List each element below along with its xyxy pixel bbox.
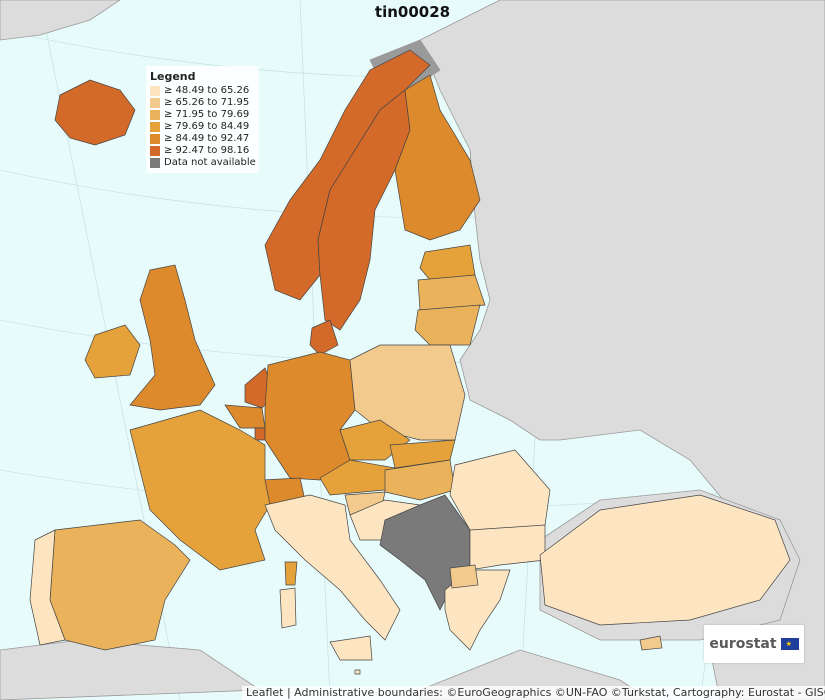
denmark-region bbox=[309, 319, 339, 356]
legend-item: ≥ 71.95 to 79.69 bbox=[150, 109, 255, 121]
hungary-region bbox=[384, 459, 456, 501]
legend-label: ≥ 92.47 to 98.16 bbox=[164, 145, 250, 156]
uk-region bbox=[129, 264, 216, 411]
attribution: Leaflet | Administrative boundaries: ©Eu… bbox=[242, 686, 825, 700]
finland-region bbox=[394, 74, 481, 241]
legend-item: Data not available bbox=[150, 157, 256, 169]
legend-swatch bbox=[150, 134, 160, 144]
legend-item: ≥ 84.49 to 92.47 bbox=[150, 133, 255, 145]
corsica-region bbox=[284, 561, 298, 586]
legend-swatch bbox=[150, 86, 160, 96]
legend-item: ≥ 65.26 to 71.95 bbox=[150, 97, 255, 109]
greenland-region bbox=[0, 0, 121, 41]
legend-swatch bbox=[150, 158, 160, 168]
legend-label: ≥ 84.49 to 92.47 bbox=[164, 133, 250, 144]
france-region bbox=[129, 409, 271, 571]
legend-label: ≥ 79.69 to 84.49 bbox=[164, 121, 250, 132]
legend-label: ≥ 48.49 to 65.26 bbox=[164, 85, 250, 96]
sicily-region bbox=[329, 635, 373, 661]
turkey-data-region bbox=[539, 494, 791, 626]
legend-item: ≥ 92.47 to 98.16 bbox=[150, 145, 255, 157]
ireland-region bbox=[84, 324, 141, 379]
germany-region bbox=[264, 351, 356, 481]
north-macedonia-region bbox=[449, 564, 479, 589]
italy-region bbox=[264, 494, 401, 641]
luxembourg-region bbox=[254, 427, 266, 441]
legend: Legend ≥ 48.49 to 65.26 ≥ 65.26 to 71.95… bbox=[146, 66, 259, 173]
eu-flag-icon: ★ bbox=[780, 638, 799, 650]
logo-text: eurostat bbox=[709, 636, 777, 652]
legend-swatch bbox=[150, 122, 160, 132]
eurostat-logo[interactable]: eurostat ★ bbox=[704, 625, 804, 663]
greece-region bbox=[444, 569, 511, 651]
bulgaria-region bbox=[469, 524, 546, 571]
portugal-region bbox=[29, 529, 66, 646]
russia-east-region bbox=[419, 0, 825, 700]
map-title: tin00028 bbox=[374, 3, 451, 21]
legend-swatch bbox=[150, 110, 160, 120]
attribution-text: Leaflet | Administrative boundaries: ©Eu… bbox=[246, 686, 825, 699]
legend-title: Legend bbox=[150, 70, 196, 83]
cyprus-region bbox=[639, 635, 663, 651]
north-africa-region bbox=[0, 639, 262, 700]
legend-item: ≥ 48.49 to 65.26 bbox=[150, 85, 255, 97]
lithuania-region bbox=[414, 304, 481, 346]
legend-item: ≥ 79.69 to 84.49 bbox=[150, 121, 255, 133]
malta-region bbox=[354, 669, 361, 675]
latvia-region bbox=[417, 274, 486, 311]
legend-label: ≥ 65.26 to 71.95 bbox=[164, 97, 250, 108]
sardinia-region bbox=[279, 587, 297, 629]
legend-label: Data not available bbox=[164, 157, 256, 168]
legend-label: ≥ 71.95 to 79.69 bbox=[164, 109, 250, 120]
legend-swatch bbox=[150, 98, 160, 108]
legend-swatch bbox=[150, 146, 160, 156]
iceland-region bbox=[54, 79, 136, 146]
